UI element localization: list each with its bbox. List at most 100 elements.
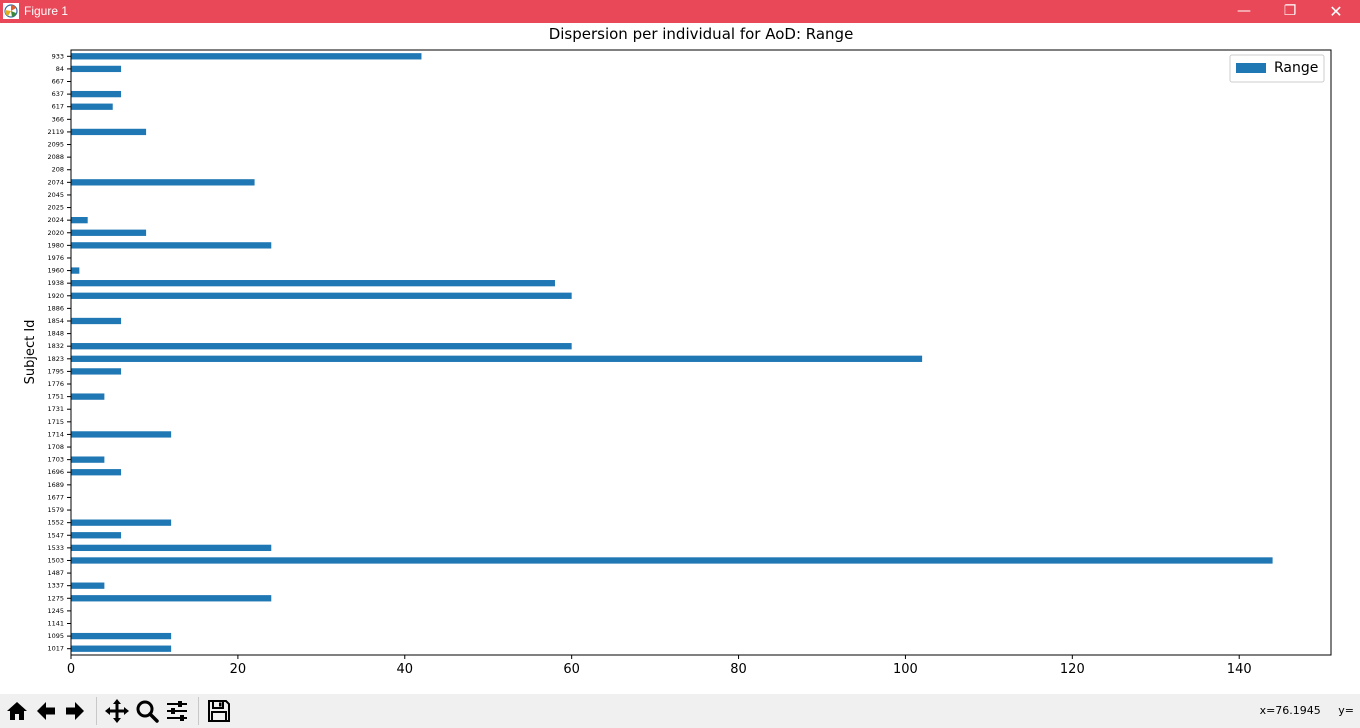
y-tick-label: 1275: [47, 594, 64, 602]
floppy-disk-icon: [208, 700, 230, 722]
home-button[interactable]: [3, 696, 31, 726]
y-tick-label: 1547: [47, 531, 64, 539]
y-tick-label: 617: [52, 103, 64, 111]
y-tick-label: 1095: [47, 632, 64, 640]
y-tick-label: 366: [52, 115, 64, 123]
x-ticks-group: 0 20 40 60 80 100 120 140: [67, 655, 1252, 677]
bar-1503: [71, 557, 1273, 564]
y-ticks-group: 1017 1095 1141 1245 1275 1337 1487 1503 1533 1547…: [47, 52, 71, 653]
bar-84: [71, 65, 122, 73]
y-tick-label: 1487: [47, 569, 64, 577]
y-tick-label: 1938: [47, 279, 64, 287]
y-tick-label: 2119: [47, 128, 64, 136]
x-tick-label: 0: [67, 662, 75, 677]
y-axis-label: Subject Id: [23, 320, 38, 385]
bar-2119: [71, 128, 147, 136]
y-tick-label: 1832: [47, 342, 64, 350]
navigation-toolbar: x=76.1945 y=: [0, 694, 1360, 728]
y-tick-label: 1886: [47, 304, 64, 312]
x-tick-label: 60: [563, 662, 580, 677]
bar-2024: [71, 217, 88, 224]
y-tick-label: 2025: [47, 204, 64, 212]
y-tick-label: 1337: [47, 582, 64, 590]
legend-swatch-range: [1236, 63, 1266, 73]
x-tick-label: 120: [1060, 662, 1085, 677]
y-tick-label: 1714: [47, 430, 64, 438]
magnifier-icon: [136, 700, 159, 723]
y-tick-label: 1960: [47, 267, 64, 275]
sliders-icon: [167, 701, 187, 721]
y-tick-label: 1552: [47, 519, 64, 527]
y-tick-label: 1708: [47, 443, 64, 451]
y-tick-label: 1579: [47, 506, 64, 514]
y-tick-label: 1776: [47, 380, 64, 388]
y-tick-label: 2074: [47, 178, 64, 186]
bar-1920: [71, 292, 572, 299]
close-button[interactable]: ✕: [1329, 2, 1343, 21]
bar-1533: [71, 544, 272, 552]
bar-1832: [71, 343, 572, 350]
bar-1980: [71, 242, 272, 249]
arrow-left-icon: [37, 702, 55, 720]
y-tick-label: 1920: [47, 292, 64, 300]
minimize-button[interactable]: —: [1237, 3, 1251, 19]
y-tick-label: 1715: [47, 418, 64, 426]
legend: Range: [1229, 54, 1325, 83]
y-tick-label: 1689: [47, 481, 64, 489]
bars-group: [71, 53, 1273, 652]
forward-button[interactable]: [61, 696, 89, 726]
y-tick-label: 1795: [47, 367, 64, 375]
x-tick-label: 20: [230, 662, 247, 677]
bar-1017: [71, 645, 172, 652]
y-tick-label: 637: [52, 90, 64, 98]
move-icon: [105, 699, 129, 723]
y-tick-label: 2024: [47, 216, 64, 224]
bar-1696: [71, 469, 122, 476]
y-tick-label: 1017: [47, 645, 64, 653]
y-tick-label: 933: [52, 52, 64, 60]
bar-617: [71, 103, 113, 110]
cursor-coordinates: x=76.1945 y=: [1259, 704, 1354, 717]
y-tick-label: 1823: [47, 355, 64, 363]
configure-subplots-button[interactable]: [163, 696, 191, 726]
axes-frame: [70, 49, 1332, 656]
y-tick-label: 1848: [47, 330, 64, 338]
y-tick-label: 1503: [47, 556, 64, 564]
y-tick-label: 2088: [47, 153, 64, 161]
y-tick-label: 84: [56, 65, 64, 73]
bar-1751: [71, 393, 105, 400]
y-tick-label: 1677: [47, 493, 64, 501]
bar-2020: [71, 229, 147, 236]
window-titlebar: Figure 1 — ❐ ✕: [0, 0, 1360, 23]
legend-label-range: Range: [1274, 60, 1318, 76]
y-tick-label: 1141: [47, 619, 64, 627]
back-button[interactable]: [32, 696, 60, 726]
window-title: Figure 1: [24, 4, 69, 18]
y-tick-label: 2020: [47, 229, 64, 237]
zoom-button[interactable]: [133, 696, 161, 726]
x-tick-label: 40: [397, 662, 414, 677]
bar-1823: [71, 355, 923, 362]
y-tick-label: 1245: [47, 607, 64, 615]
bar-1337: [71, 582, 105, 589]
bar-2074: [71, 179, 255, 186]
bar-933: [71, 53, 422, 60]
home-icon: [7, 702, 27, 720]
y-tick-label: 2095: [47, 141, 64, 149]
matplotlib-app-icon: [3, 3, 19, 19]
y-tick-label: 208: [52, 166, 64, 174]
pan-button[interactable]: [103, 696, 131, 726]
x-tick-label: 100: [893, 662, 918, 677]
bar-1938: [71, 280, 555, 287]
save-button[interactable]: [205, 696, 233, 726]
legend-box: [1229, 54, 1325, 83]
toolbar-separator: [198, 697, 199, 725]
bar-1275: [71, 595, 272, 602]
maximize-button[interactable]: ❐: [1283, 3, 1297, 19]
x-tick-label: 140: [1227, 662, 1252, 677]
bar-1960: [71, 267, 80, 274]
y-tick-label: 2045: [47, 191, 64, 199]
bar-1552: [71, 519, 172, 526]
bar-1854: [71, 317, 122, 325]
bar-1714: [71, 431, 172, 438]
